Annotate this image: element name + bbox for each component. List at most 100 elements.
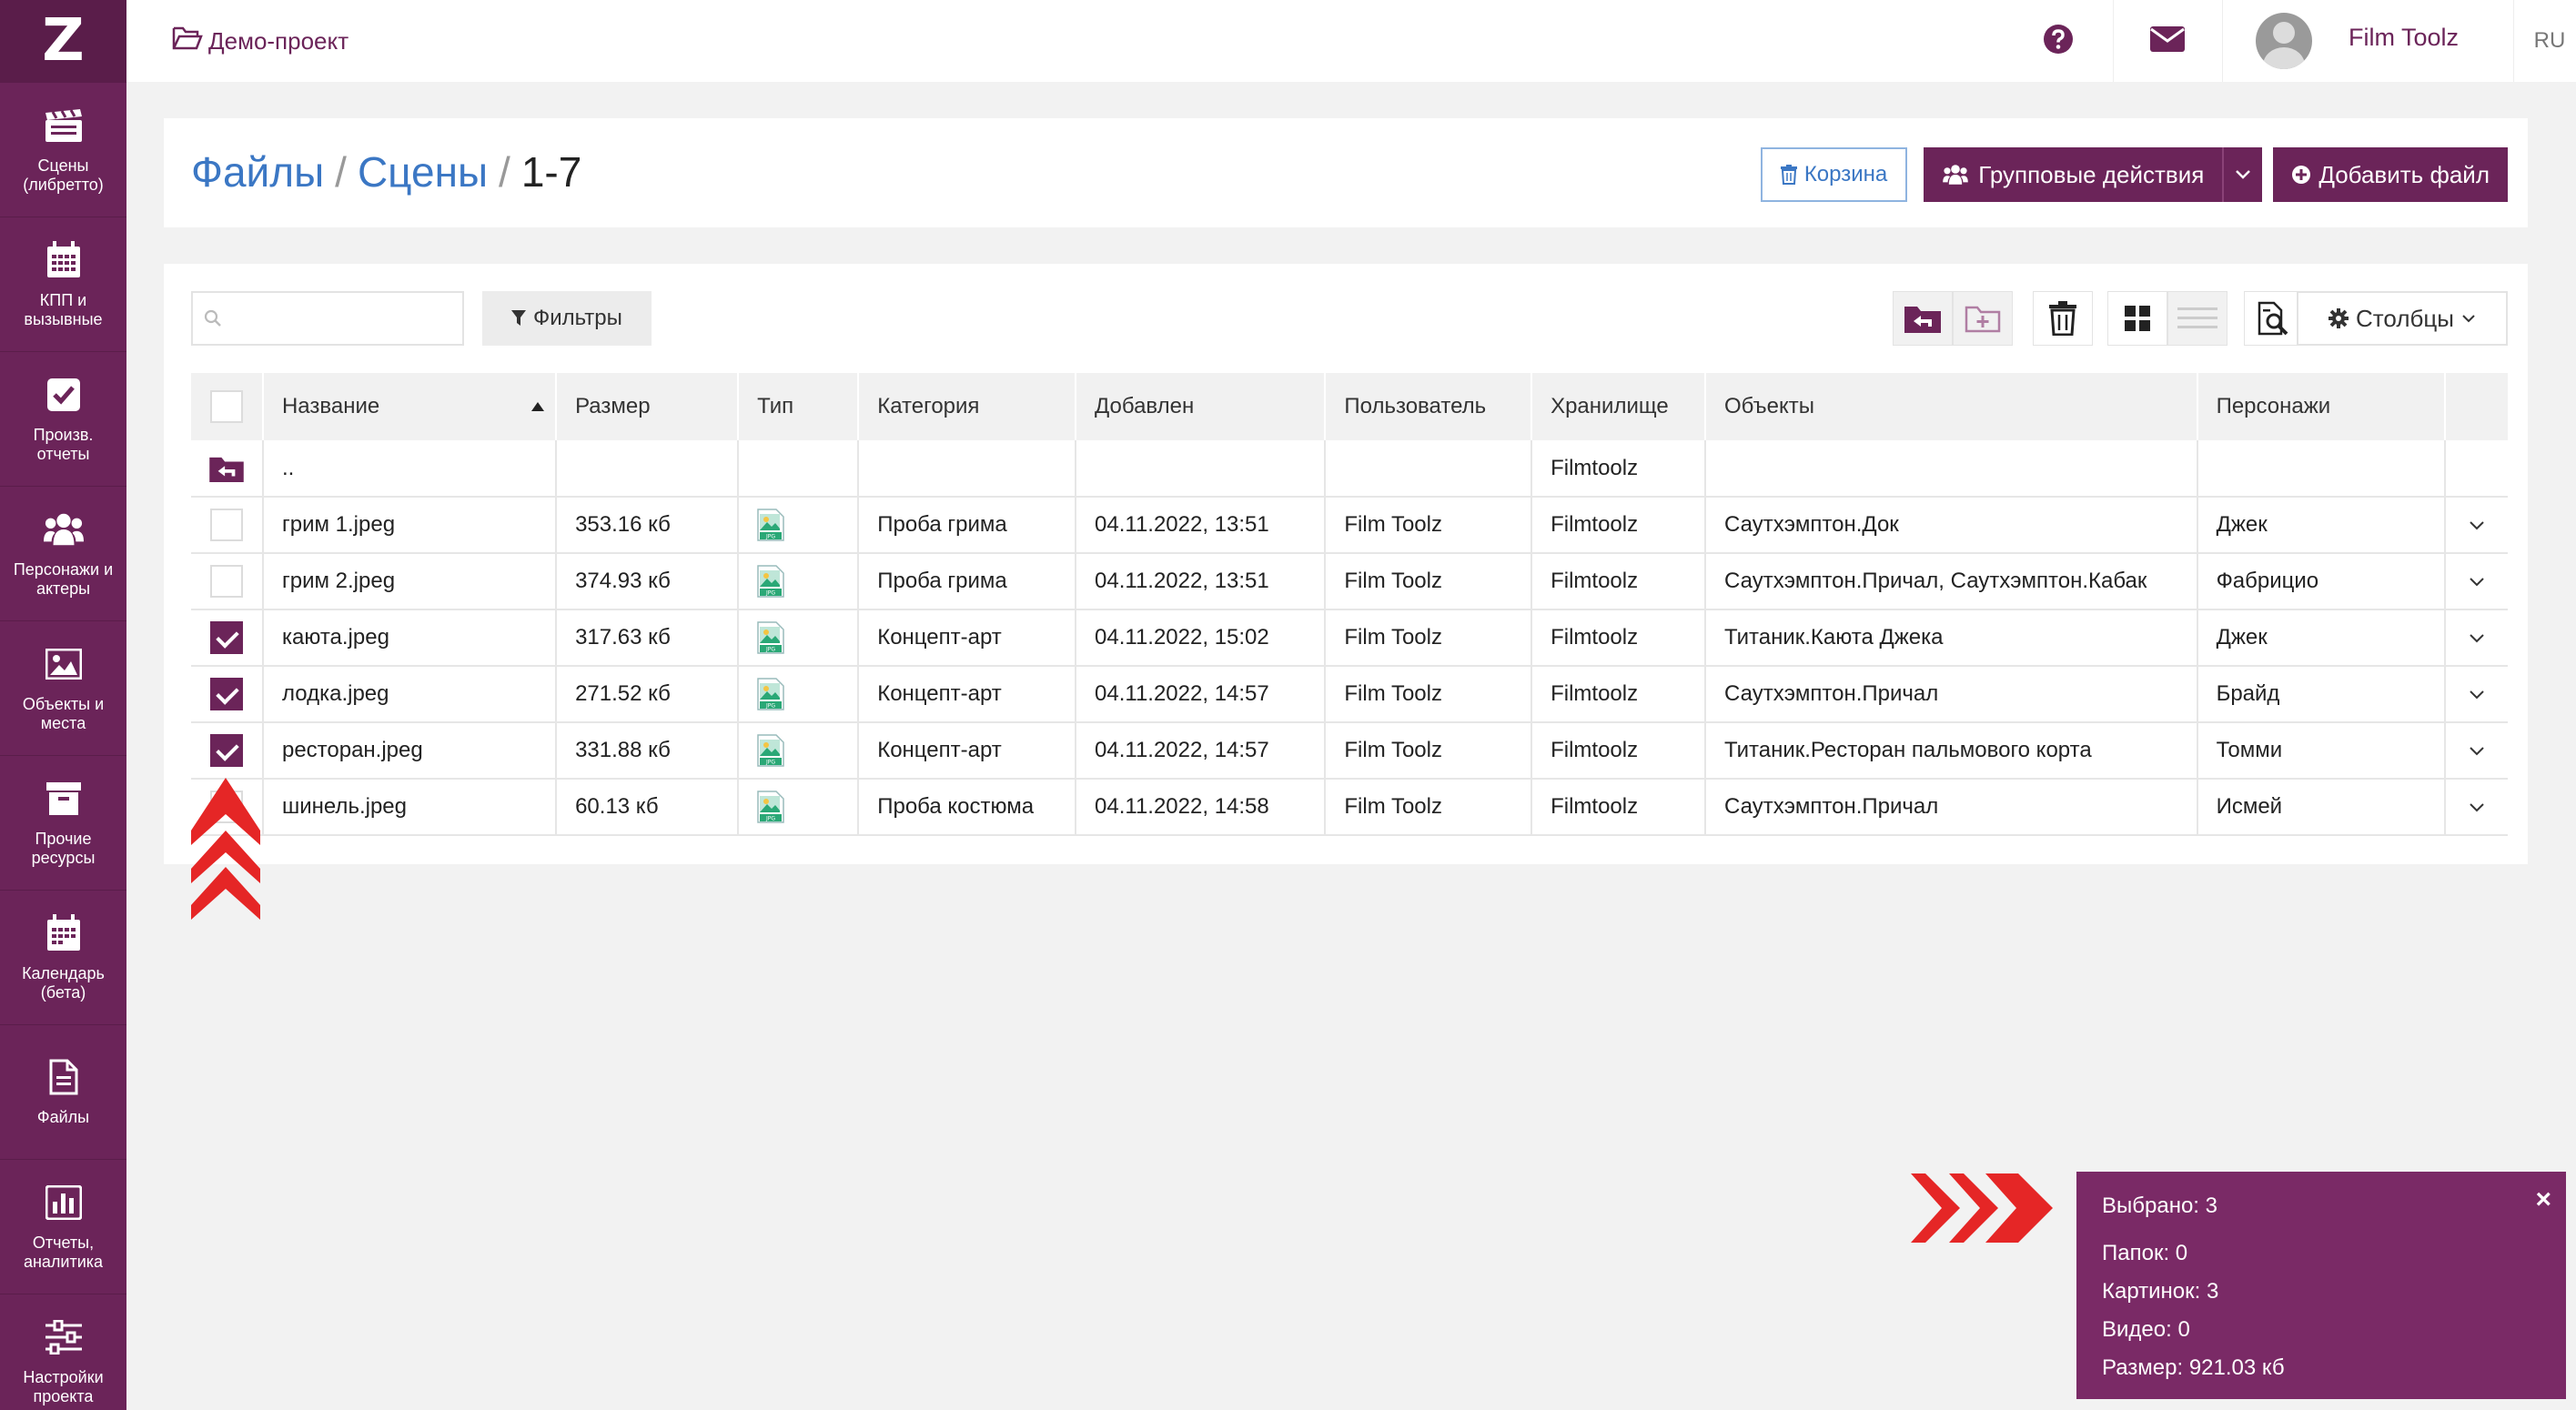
cell-name[interactable]: каюта.jpeg <box>262 609 558 667</box>
move-to-parent-button[interactable] <box>1893 291 1953 346</box>
cell-user: Film Toolz <box>1325 722 1533 780</box>
sidebar-item-calendar[interactable]: Календарь (бета) <box>0 890 126 1024</box>
folders-count: Папок: 0 <box>2102 1241 2188 1265</box>
col-label: Объекты <box>1724 394 1814 418</box>
cell-characters: Томми <box>2197 722 2447 780</box>
cell-characters <box>2197 440 2447 498</box>
avatar <box>2255 13 2312 69</box>
delete-button[interactable] <box>2033 291 2093 346</box>
group-actions-caret[interactable] <box>2222 147 2263 202</box>
col-category[interactable]: Категория <box>858 373 1077 440</box>
jpg-file-icon: JPG <box>757 621 784 654</box>
table-row[interactable]: каюта.jpeg 317.63 кб JPG Концепт-арт 04.11.2… <box>191 609 2508 667</box>
close-icon[interactable]: × <box>2535 1184 2551 1214</box>
table-row[interactable]: ресторан.jpeg 331.88 кб JPG Концепт-арт 04.1… <box>191 722 2508 780</box>
cell-characters: Джек <box>2197 497 2447 554</box>
svg-text:JPG: JPG <box>765 816 775 822</box>
svg-text:JPG: JPG <box>765 647 775 653</box>
table-row[interactable]: лодка.jpeg 271.52 кб JPG Концепт-арт 04.11.2… <box>191 666 2508 723</box>
images-count: Картинок: 3 <box>2102 1279 2219 1304</box>
sidebar-item-settings[interactable]: Настройки проекта <box>0 1294 126 1410</box>
row-checkbox[interactable] <box>209 678 243 710</box>
cell-name[interactable]: шинель.jpeg <box>262 779 558 836</box>
preview-button[interactable] <box>2244 291 2304 346</box>
folder-back-icon[interactable] <box>208 455 245 482</box>
row-checkbox[interactable] <box>209 621 243 654</box>
language-switch[interactable]: RU <box>2533 28 2566 53</box>
col-name[interactable]: Название <box>262 373 558 440</box>
row-select-cell <box>191 497 264 554</box>
col-added[interactable]: Добавлен <box>1076 373 1327 440</box>
sidebar-item-resources[interactable]: Прочие ресурсы <box>0 755 126 890</box>
user-name: Film Toolz <box>2348 23 2459 51</box>
row-select-cell <box>191 722 264 780</box>
new-folder-button[interactable] <box>1953 291 2013 346</box>
cell-name[interactable]: ресторан.jpeg <box>262 722 558 780</box>
plus-circle-icon <box>2291 165 2311 185</box>
columns-button[interactable]: Столбцы <box>2297 291 2508 346</box>
top-bar: Демо-проект Film Toolz RU <box>126 0 2576 82</box>
table-row[interactable]: грим 1.jpeg 353.16 кб JPG Проба грима 04.11.… <box>191 497 2508 554</box>
filters-button[interactable]: Фильтры <box>482 291 652 346</box>
chevron-down-icon[interactable] <box>2469 633 2485 644</box>
help-button[interactable] <box>2004 0 2113 82</box>
col-characters[interactable]: Персонажи <box>2197 373 2447 440</box>
cell-category: Проба грима <box>858 497 1077 554</box>
col-objects[interactable]: Объекты <box>1705 373 2198 440</box>
col-storage[interactable]: Хранилище <box>1531 373 1707 440</box>
sidebar-item-objects[interactable]: Объекты и места <box>0 620 126 755</box>
sidebar-item-reports[interactable]: Произв. отчеты <box>0 351 126 486</box>
breadcrumb-files[interactable]: Файлы <box>191 148 325 196</box>
cell-objects: Саутхэмптон.Док <box>1705 497 2198 554</box>
sidebar-item-characters[interactable]: Персонажи и актеры <box>0 486 126 620</box>
grid-view-button[interactable] <box>2107 291 2167 346</box>
add-file-button[interactable]: Добавить файл <box>2273 147 2508 202</box>
col-size[interactable]: Размер <box>556 373 740 440</box>
app-logo[interactable]: Z <box>0 0 126 82</box>
col-user[interactable]: Пользователь <box>1325 373 1533 440</box>
svg-text:JPG: JPG <box>765 590 775 597</box>
group-actions-button[interactable]: Групповые действия <box>1924 147 2223 202</box>
parent-folder-row[interactable]: .. Filmtoolz <box>191 440 2508 498</box>
page-header: Файлы / Сцены/1-7 Корзина Групповые действ… <box>164 118 2528 227</box>
search-input[interactable] <box>191 291 464 346</box>
sidebar-item-label: Отчеты, аналитика <box>23 1233 104 1271</box>
chevron-down-icon[interactable] <box>2469 746 2485 757</box>
cell-objects <box>1705 440 2198 498</box>
row-checkbox[interactable] <box>209 509 243 541</box>
row-checkbox[interactable] <box>209 734 243 767</box>
add-file-label: Добавить файл <box>2318 160 2490 188</box>
cell-added: 04.11.2022, 15:02 <box>1076 609 1327 667</box>
table-row[interactable]: шинель.jpeg 60.13 кб JPG Проба костюма 04.11… <box>191 779 2508 836</box>
col-type[interactable]: Тип <box>738 373 860 440</box>
project-selector[interactable]: Демо-проект <box>172 26 349 56</box>
sidebar-item-kpp[interactable]: КПП и вызывные <box>0 217 126 351</box>
sidebar-item-scenes[interactable]: Сцены (либретто) <box>0 82 126 217</box>
list-view-button[interactable] <box>2167 291 2227 346</box>
breadcrumb-scenes[interactable]: Сцены <box>357 148 489 196</box>
chevron-down-icon[interactable] <box>2469 802 2485 813</box>
cell-objects: Саутхэмптон.Причал <box>1705 666 2198 723</box>
sidebar-item-label: Прочие ресурсы <box>31 829 96 867</box>
archive-icon <box>44 779 84 819</box>
cell-name[interactable]: грим 1.jpeg <box>262 497 558 554</box>
trash-button[interactable]: Корзина <box>1760 147 1908 202</box>
col-label: Размер <box>575 394 651 418</box>
cell-size <box>556 440 740 498</box>
cell-name[interactable]: грим 2.jpeg <box>262 553 558 610</box>
preview-tools <box>2244 291 2304 346</box>
select-all-checkbox[interactable] <box>209 390 243 423</box>
row-select-cell <box>191 609 264 667</box>
sidebar-item-files[interactable]: Файлы <box>0 1024 126 1159</box>
sidebar-item-analytics[interactable]: Отчеты, аналитика <box>0 1159 126 1294</box>
row-checkbox[interactable] <box>209 565 243 598</box>
cell-added: 04.11.2022, 14:57 <box>1076 666 1327 723</box>
table-row[interactable]: грим 2.jpeg 374.93 кб JPG Проба грима 04.11.… <box>191 553 2508 610</box>
chevron-down-icon[interactable] <box>2469 520 2485 531</box>
chevron-down-icon[interactable] <box>2469 690 2485 700</box>
messages-button[interactable] <box>2112 0 2222 82</box>
col-label: Персонажи <box>2216 394 2331 418</box>
cell-name[interactable]: лодка.jpeg <box>262 666 558 723</box>
chevron-down-icon[interactable] <box>2469 577 2485 588</box>
user-menu[interactable]: Film Toolz <box>2221 0 2514 82</box>
